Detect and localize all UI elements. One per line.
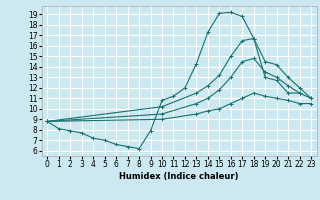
X-axis label: Humidex (Indice chaleur): Humidex (Indice chaleur) xyxy=(119,172,239,181)
